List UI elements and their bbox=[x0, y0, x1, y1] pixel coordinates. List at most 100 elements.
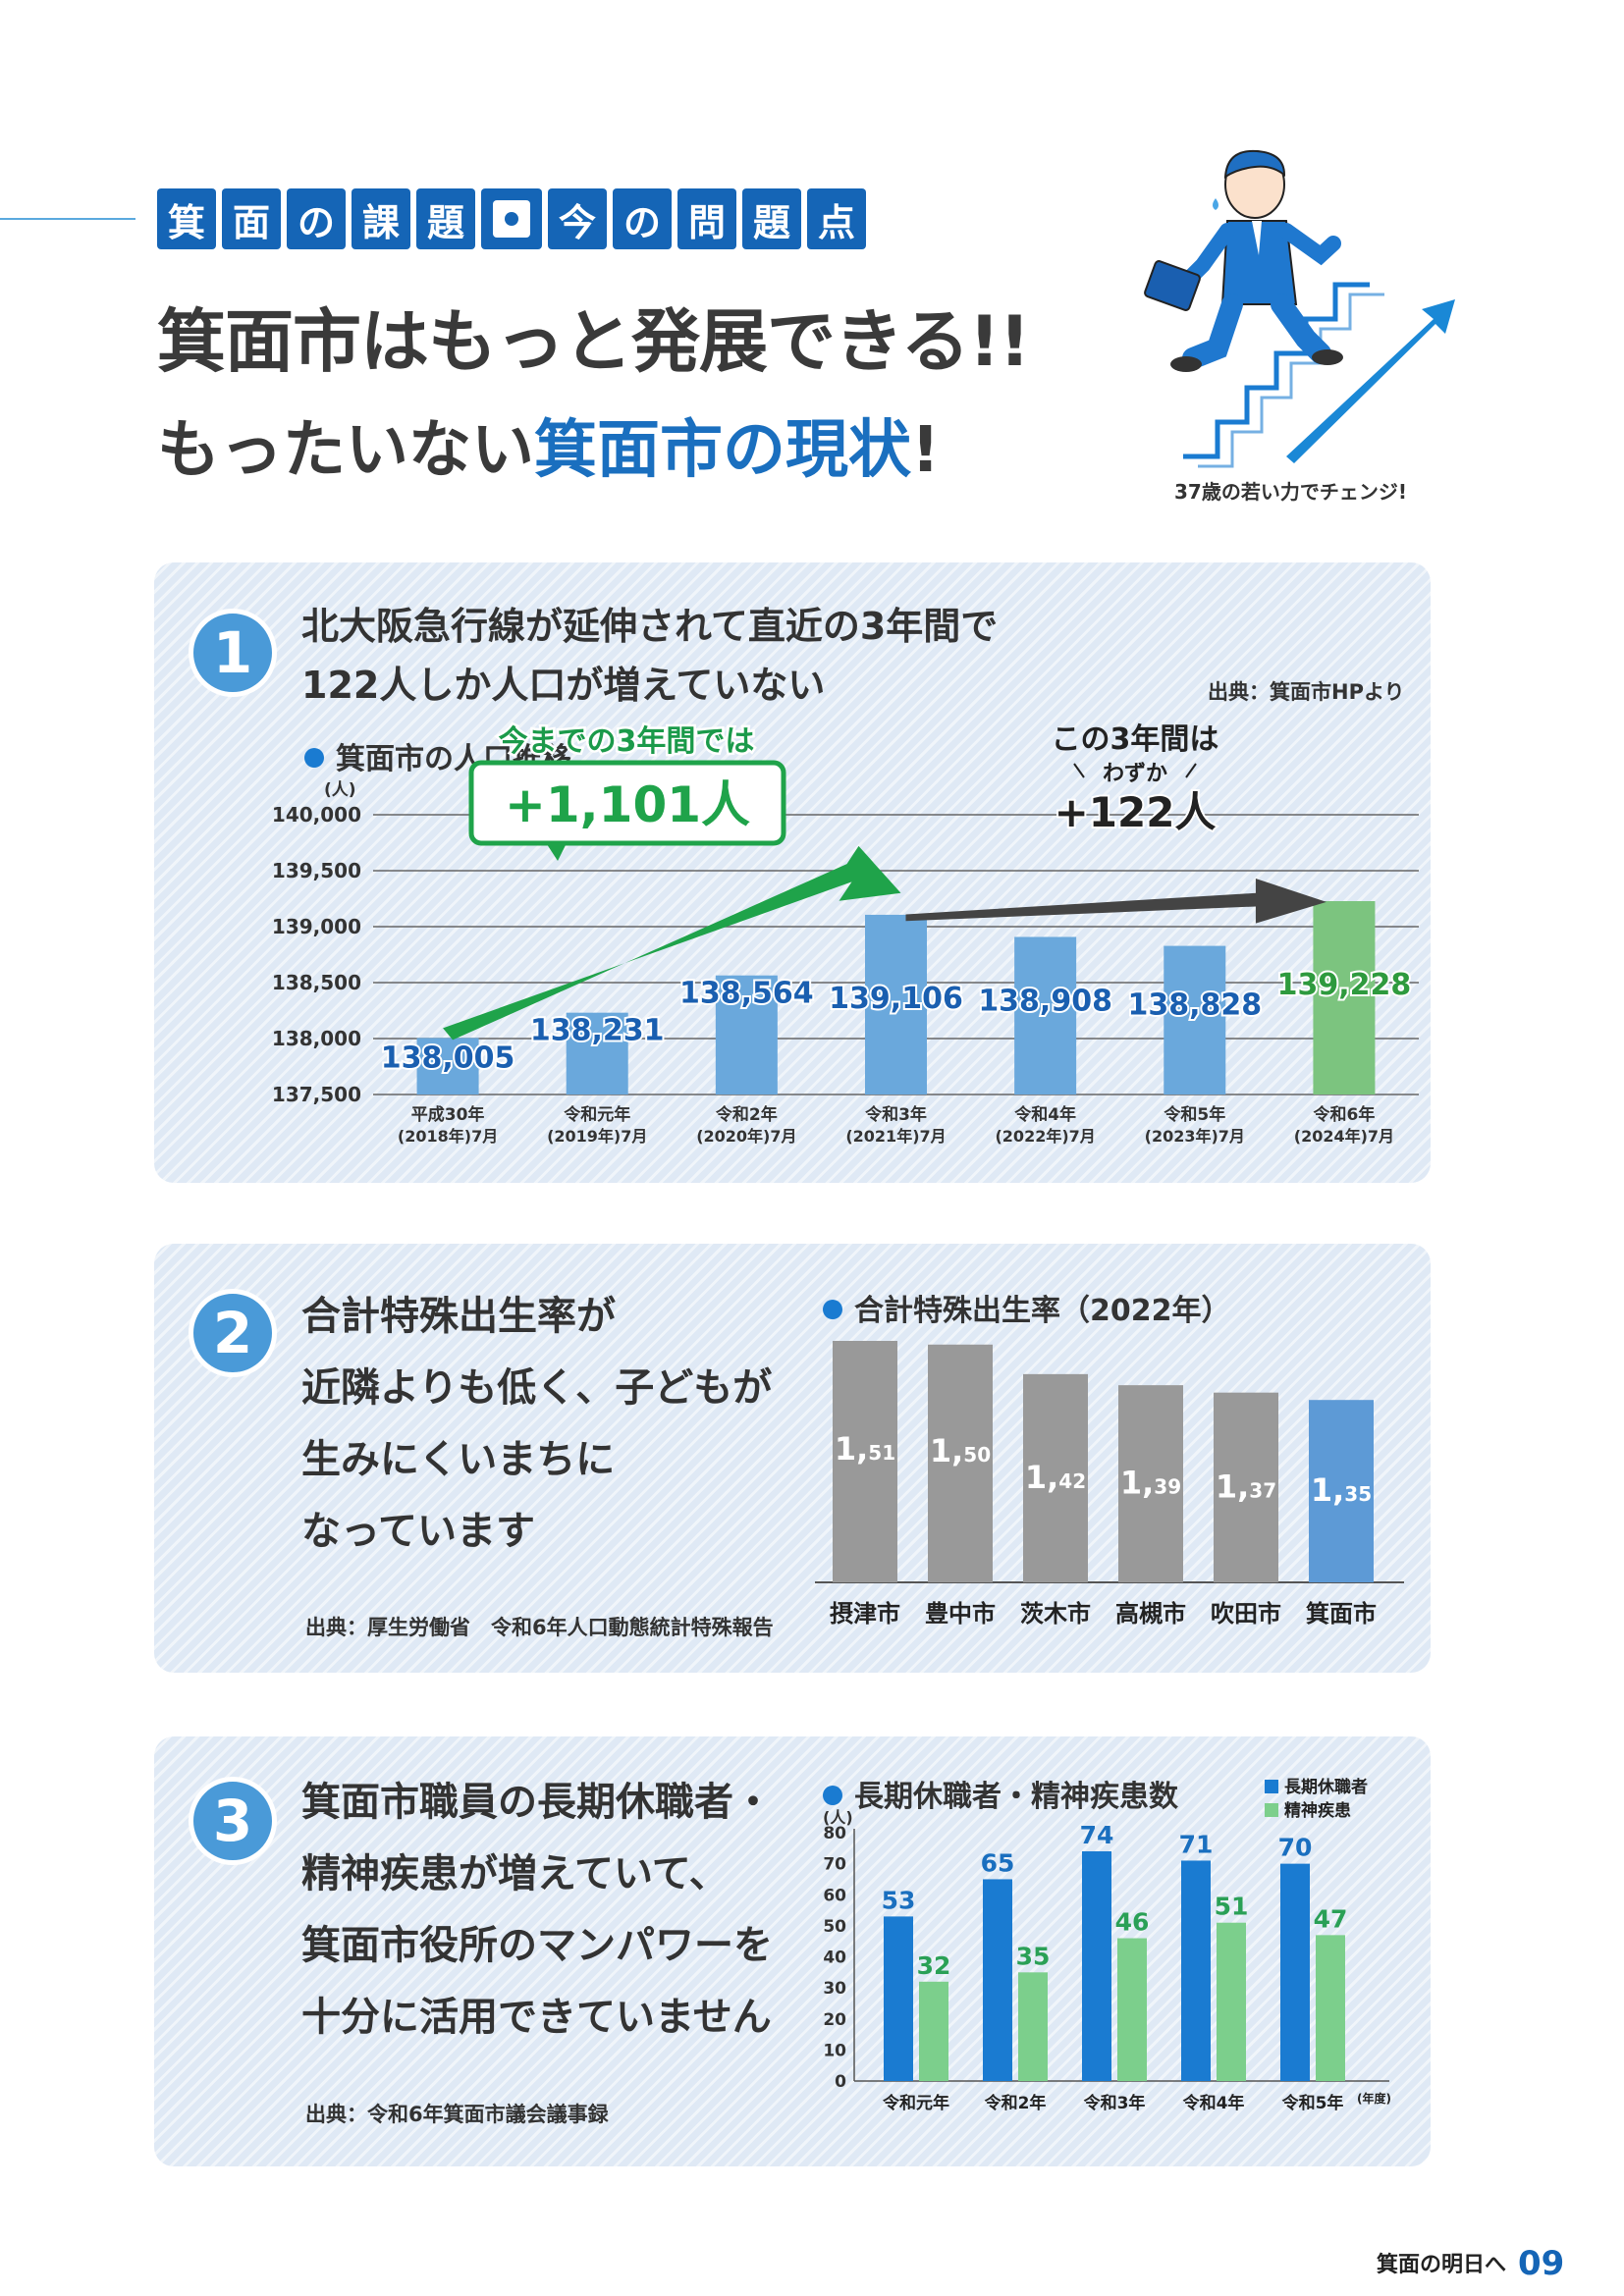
section-tag-char: 点 bbox=[807, 188, 866, 249]
x-tick-label: 令和元年 bbox=[883, 2093, 949, 2113]
callout-left-label: 今までの3年間では bbox=[499, 724, 755, 759]
mental-illness-value-label: 32 bbox=[917, 1951, 951, 1980]
y-tick-label: 139,500 bbox=[272, 859, 361, 882]
population-bar bbox=[1164, 945, 1226, 1095]
section-tag-char: の bbox=[287, 188, 346, 249]
x-tick-label: 令和2年 bbox=[985, 2093, 1047, 2113]
birthrate-value-label: 1,35 bbox=[1311, 1471, 1372, 1509]
x-tick-label: 平成30年 bbox=[411, 1104, 485, 1125]
birthrate-bar bbox=[928, 1344, 993, 1582]
y-tick-label: 138,000 bbox=[272, 1027, 361, 1050]
accent-mark-icon bbox=[1185, 763, 1197, 778]
briefcase-icon bbox=[1144, 260, 1201, 311]
section-tag-char: 問 bbox=[677, 188, 736, 249]
x-tick-label: (2022年)7月 bbox=[995, 1127, 1095, 1146]
population-value-label: 139,106 bbox=[829, 982, 963, 1016]
x-tick-label: 吹田市 bbox=[1211, 1600, 1281, 1628]
legend-label: 長期休職者 bbox=[1284, 1777, 1368, 1797]
y-tick-label: 137,500 bbox=[272, 1083, 361, 1106]
businessman-icon bbox=[1144, 149, 1343, 372]
birthrate-bar bbox=[1118, 1385, 1183, 1582]
y-tick-label: 80 bbox=[823, 1824, 846, 1843]
y-tick-label: 40 bbox=[823, 1949, 846, 1968]
leave-value-label: 74 bbox=[1080, 1821, 1114, 1849]
accent-mark-icon bbox=[1073, 763, 1085, 778]
population-chart: (人) 137,500 138,000 138,500 139,000 139,500 14… bbox=[272, 722, 1419, 1146]
leave-bar bbox=[1181, 1860, 1211, 2081]
arrow-up-icon bbox=[1286, 299, 1455, 463]
bullet-icon bbox=[823, 1786, 842, 1805]
x-tick-label: 箕面市 bbox=[1306, 1600, 1377, 1628]
mental-illness-value-label: 51 bbox=[1215, 1893, 1249, 1921]
callout-right-sub: わずか bbox=[1103, 762, 1167, 786]
issue-1-source: 出典：箕面市HPより bbox=[1208, 680, 1405, 704]
leave-value-label: 71 bbox=[1179, 1830, 1214, 1858]
population-value-label: 138,828 bbox=[1127, 988, 1262, 1023]
birthrate-value-label: 1,50 bbox=[930, 1432, 991, 1469]
population-bar bbox=[715, 975, 778, 1095]
x-tick-label: 令和3年 bbox=[1084, 2093, 1146, 2113]
issue-2-text: 合計特殊出生率が 近隣よりも低く、子どもが 生みにくいまちに なっています bbox=[301, 1294, 773, 1554]
birthrate-bar bbox=[1214, 1392, 1278, 1582]
birthrate-value-label: 1,42 bbox=[1025, 1459, 1086, 1496]
callout-right-label: この3年間は bbox=[1052, 722, 1219, 757]
x-tick-label: 茨木市 bbox=[1020, 1600, 1091, 1628]
y-tick-label: 139,000 bbox=[272, 915, 361, 938]
leave-bar bbox=[1082, 1850, 1111, 2081]
issue-3-text: 箕面市職員の長期休職者・ 精神疾患が増えていて、 箕面市役所のマンパワーを 十分… bbox=[301, 1780, 773, 2040]
section-tag-char: 題 bbox=[416, 188, 475, 249]
leave-bar bbox=[1280, 1863, 1310, 2081]
y-tick-label: 140,000 bbox=[272, 803, 361, 827]
population-value-label: 138,564 bbox=[679, 977, 814, 1011]
x-tick-label: 令和2年 bbox=[716, 1104, 778, 1125]
legend-label: 精神疾患 bbox=[1284, 1800, 1351, 1821]
y-axis-unit: (人) bbox=[324, 780, 356, 800]
issue-1-title: 北大阪急行線が延伸されて直近の3年間で 122人しか人口が増えていない bbox=[301, 605, 999, 707]
y-tick-label: 138,500 bbox=[272, 971, 361, 994]
issue-3-source: 出典：令和6年箕面市議会議事録 bbox=[305, 2103, 609, 2126]
x-tick-label: 高槻市 bbox=[1115, 1600, 1186, 1628]
issue-number-2: 2 bbox=[189, 1289, 277, 1377]
x-tick-label: 令和5年 bbox=[1164, 1104, 1225, 1125]
population-value-label: 138,005 bbox=[381, 1041, 515, 1075]
x-tick-label: (2024年)7月 bbox=[1294, 1127, 1394, 1146]
stairs-icon bbox=[1183, 282, 1370, 459]
x-tick-label: 摂津市 bbox=[830, 1600, 900, 1628]
birthrate-bar bbox=[833, 1341, 897, 1582]
mental-illness-bar bbox=[1117, 1938, 1147, 2081]
x-tick-label: 令和4年 bbox=[1183, 2093, 1245, 2113]
tag-dot-icon bbox=[481, 188, 542, 249]
leave-bar bbox=[884, 1916, 913, 2081]
issue-number-1: 1 bbox=[189, 609, 277, 697]
page-number: 09 bbox=[1518, 2244, 1565, 2283]
section-tag-char: 題 bbox=[742, 188, 801, 249]
x-tick-label: 令和元年 bbox=[564, 1104, 630, 1125]
section-tag-char: 課 bbox=[352, 188, 410, 249]
page-subheadline: もったいない箕面市の現状! bbox=[157, 414, 941, 487]
bullet-icon bbox=[304, 748, 324, 768]
page-headline: 箕面市はもっと発展できる!! bbox=[157, 301, 1030, 382]
growth-arrow-icon bbox=[443, 845, 901, 1041]
leave-value-label: 70 bbox=[1278, 1834, 1313, 1862]
population-bar bbox=[566, 1012, 628, 1095]
y-tick-label: 10 bbox=[823, 2041, 846, 2060]
population-bar bbox=[1313, 901, 1376, 1095]
birthrate-chart: 1,51 摂津市 1,50 豊中市 1,42 茨木市 1,39 高槻市 1,37 吹田市 1,35 箕… bbox=[815, 1341, 1404, 1628]
section-tag-char: 今 bbox=[548, 188, 607, 249]
population-value-label: 138,908 bbox=[978, 984, 1112, 1018]
leave-chart-title: 長期休職者・精神疾患数 bbox=[823, 1772, 1178, 1815]
callout-left-box bbox=[468, 760, 786, 861]
issue-2-source: 出典：厚生労働省 令和6年人口動態統計特殊報告 bbox=[305, 1616, 774, 1639]
population-bar bbox=[1014, 936, 1077, 1095]
callout-right-value: +122人 bbox=[1055, 788, 1217, 836]
subheadline-highlight: 箕面市の現状 bbox=[534, 414, 911, 487]
x-tick-label: 令和6年 bbox=[1314, 1104, 1376, 1125]
birthrate-value-label: 1,37 bbox=[1216, 1468, 1276, 1505]
birthrate-value-label: 1,39 bbox=[1120, 1465, 1181, 1502]
population-value-label: 139,228 bbox=[1277, 968, 1412, 1002]
mental-illness-bar bbox=[1316, 1935, 1345, 2081]
x-tick-label: 令和5年 bbox=[1282, 2093, 1344, 2113]
legend-swatch bbox=[1265, 1780, 1278, 1793]
x-axis-unit: (年度) bbox=[1357, 2091, 1391, 2106]
x-tick-label: (2021年)7月 bbox=[845, 1127, 946, 1146]
